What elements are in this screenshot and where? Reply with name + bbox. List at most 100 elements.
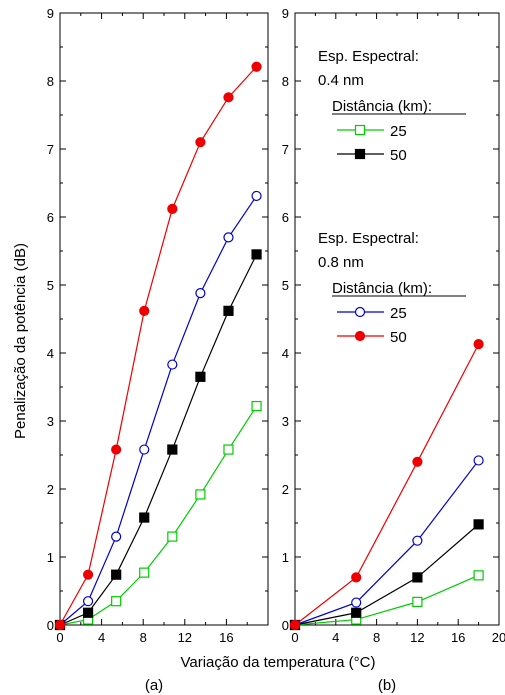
data-point xyxy=(82,569,94,580)
data-point xyxy=(139,567,150,578)
data-point xyxy=(195,288,206,299)
y-tick-label: 1 xyxy=(47,550,54,565)
data-point xyxy=(139,512,150,523)
legend-marker xyxy=(354,330,366,342)
series-line xyxy=(59,254,258,626)
data-point xyxy=(412,456,423,467)
data-point xyxy=(473,455,484,466)
data-point xyxy=(351,607,362,618)
y-tick-label: 3 xyxy=(282,414,289,429)
series-line xyxy=(59,66,258,626)
y-tick-label: 3 xyxy=(47,414,54,429)
y-tick-label: 6 xyxy=(282,210,289,225)
series-line xyxy=(59,195,258,626)
y-tick-label: 8 xyxy=(282,74,289,89)
data-point xyxy=(167,203,178,214)
data-point xyxy=(54,619,66,631)
data-point xyxy=(82,596,94,607)
data-point xyxy=(111,596,122,607)
data-point xyxy=(412,596,423,607)
data-point xyxy=(351,597,362,608)
data-point xyxy=(167,444,178,455)
y-tick-label: 0 xyxy=(282,618,289,633)
panel-label: (b) xyxy=(378,677,396,694)
y-tick-label: 9 xyxy=(47,6,54,21)
legend-subtitle: 0.4 nm xyxy=(318,72,364,89)
data-point xyxy=(82,607,94,618)
data-point xyxy=(473,339,484,350)
data-point xyxy=(223,305,234,316)
series-line xyxy=(294,523,479,626)
legend-marker xyxy=(354,306,366,318)
plot-frame xyxy=(59,12,269,626)
legend-marker xyxy=(354,148,366,160)
legend-label: 50 xyxy=(390,329,407,346)
y-tick-label: 2 xyxy=(282,482,289,497)
y-tick-label: 4 xyxy=(282,346,289,361)
legend-label: 50 xyxy=(390,147,407,164)
series-line xyxy=(294,460,480,626)
y-tick-label: 7 xyxy=(47,142,54,157)
legend-marker xyxy=(354,124,366,136)
data-point xyxy=(111,569,122,580)
data-point xyxy=(289,619,301,631)
y-tick-label: 8 xyxy=(47,74,54,89)
series-line xyxy=(59,405,258,626)
x-tick-label: 4 xyxy=(98,630,105,645)
data-point xyxy=(139,305,150,316)
x-tick-label: 4 xyxy=(332,630,339,645)
y-tick-label: 5 xyxy=(47,278,54,293)
x-tick-label: 8 xyxy=(140,630,147,645)
data-point xyxy=(473,570,484,581)
x-tick-label: 20 xyxy=(492,630,505,645)
y-tick-label: 4 xyxy=(47,346,54,361)
data-point xyxy=(167,531,178,542)
legend: Esp. Espectral: 0.4 nm Distância (km): 25 50… xyxy=(318,48,466,346)
x-tick-label: 16 xyxy=(451,630,465,645)
data-point xyxy=(351,572,362,583)
data-point xyxy=(473,519,484,530)
series-line xyxy=(294,343,480,626)
y-tick-label: 5 xyxy=(282,278,289,293)
data-point xyxy=(111,444,122,455)
y-tick-label: 9 xyxy=(282,6,289,21)
legend-subtitle: 0.8 nm xyxy=(318,254,364,271)
data-point xyxy=(195,489,206,500)
data-point xyxy=(223,444,234,455)
data-point xyxy=(251,400,262,412)
y-tick-label: 6 xyxy=(47,210,54,225)
legend-label: 25 xyxy=(390,123,407,140)
data-point xyxy=(195,137,206,148)
data-point xyxy=(251,249,262,260)
y-tick-label: 0 xyxy=(47,618,54,633)
y-tick-label: 7 xyxy=(282,142,289,157)
legend-header: Distância (km): xyxy=(332,280,432,297)
y-tick-label: 2 xyxy=(47,482,54,497)
data-point xyxy=(223,232,234,243)
x-tick-label: 8 xyxy=(373,630,380,645)
data-point xyxy=(111,531,122,542)
x-tick-label: 12 xyxy=(410,630,424,645)
legend-label: 25 xyxy=(390,305,407,322)
x-tick-label: 12 xyxy=(178,630,192,645)
legend-title: Esp. Espectral: xyxy=(318,230,419,247)
panel-label: (a) xyxy=(145,677,163,694)
data-point xyxy=(412,572,423,583)
x-tick-label: 0 xyxy=(56,630,63,645)
series-line xyxy=(294,574,479,626)
data-point xyxy=(412,535,423,546)
x-tick-label: 0 xyxy=(291,630,298,645)
data-point xyxy=(195,371,206,382)
legend-title: Esp. Espectral: xyxy=(318,48,419,65)
data-point xyxy=(223,92,234,103)
data-point xyxy=(251,190,262,202)
y-tick-label: 1 xyxy=(282,550,289,565)
data-point xyxy=(167,359,178,370)
legend-header: Distância (km): xyxy=(332,98,432,115)
y-axis-label: Penalização da potência (dB) xyxy=(12,243,29,439)
data-point xyxy=(251,61,262,72)
x-tick-label: 16 xyxy=(219,630,233,645)
